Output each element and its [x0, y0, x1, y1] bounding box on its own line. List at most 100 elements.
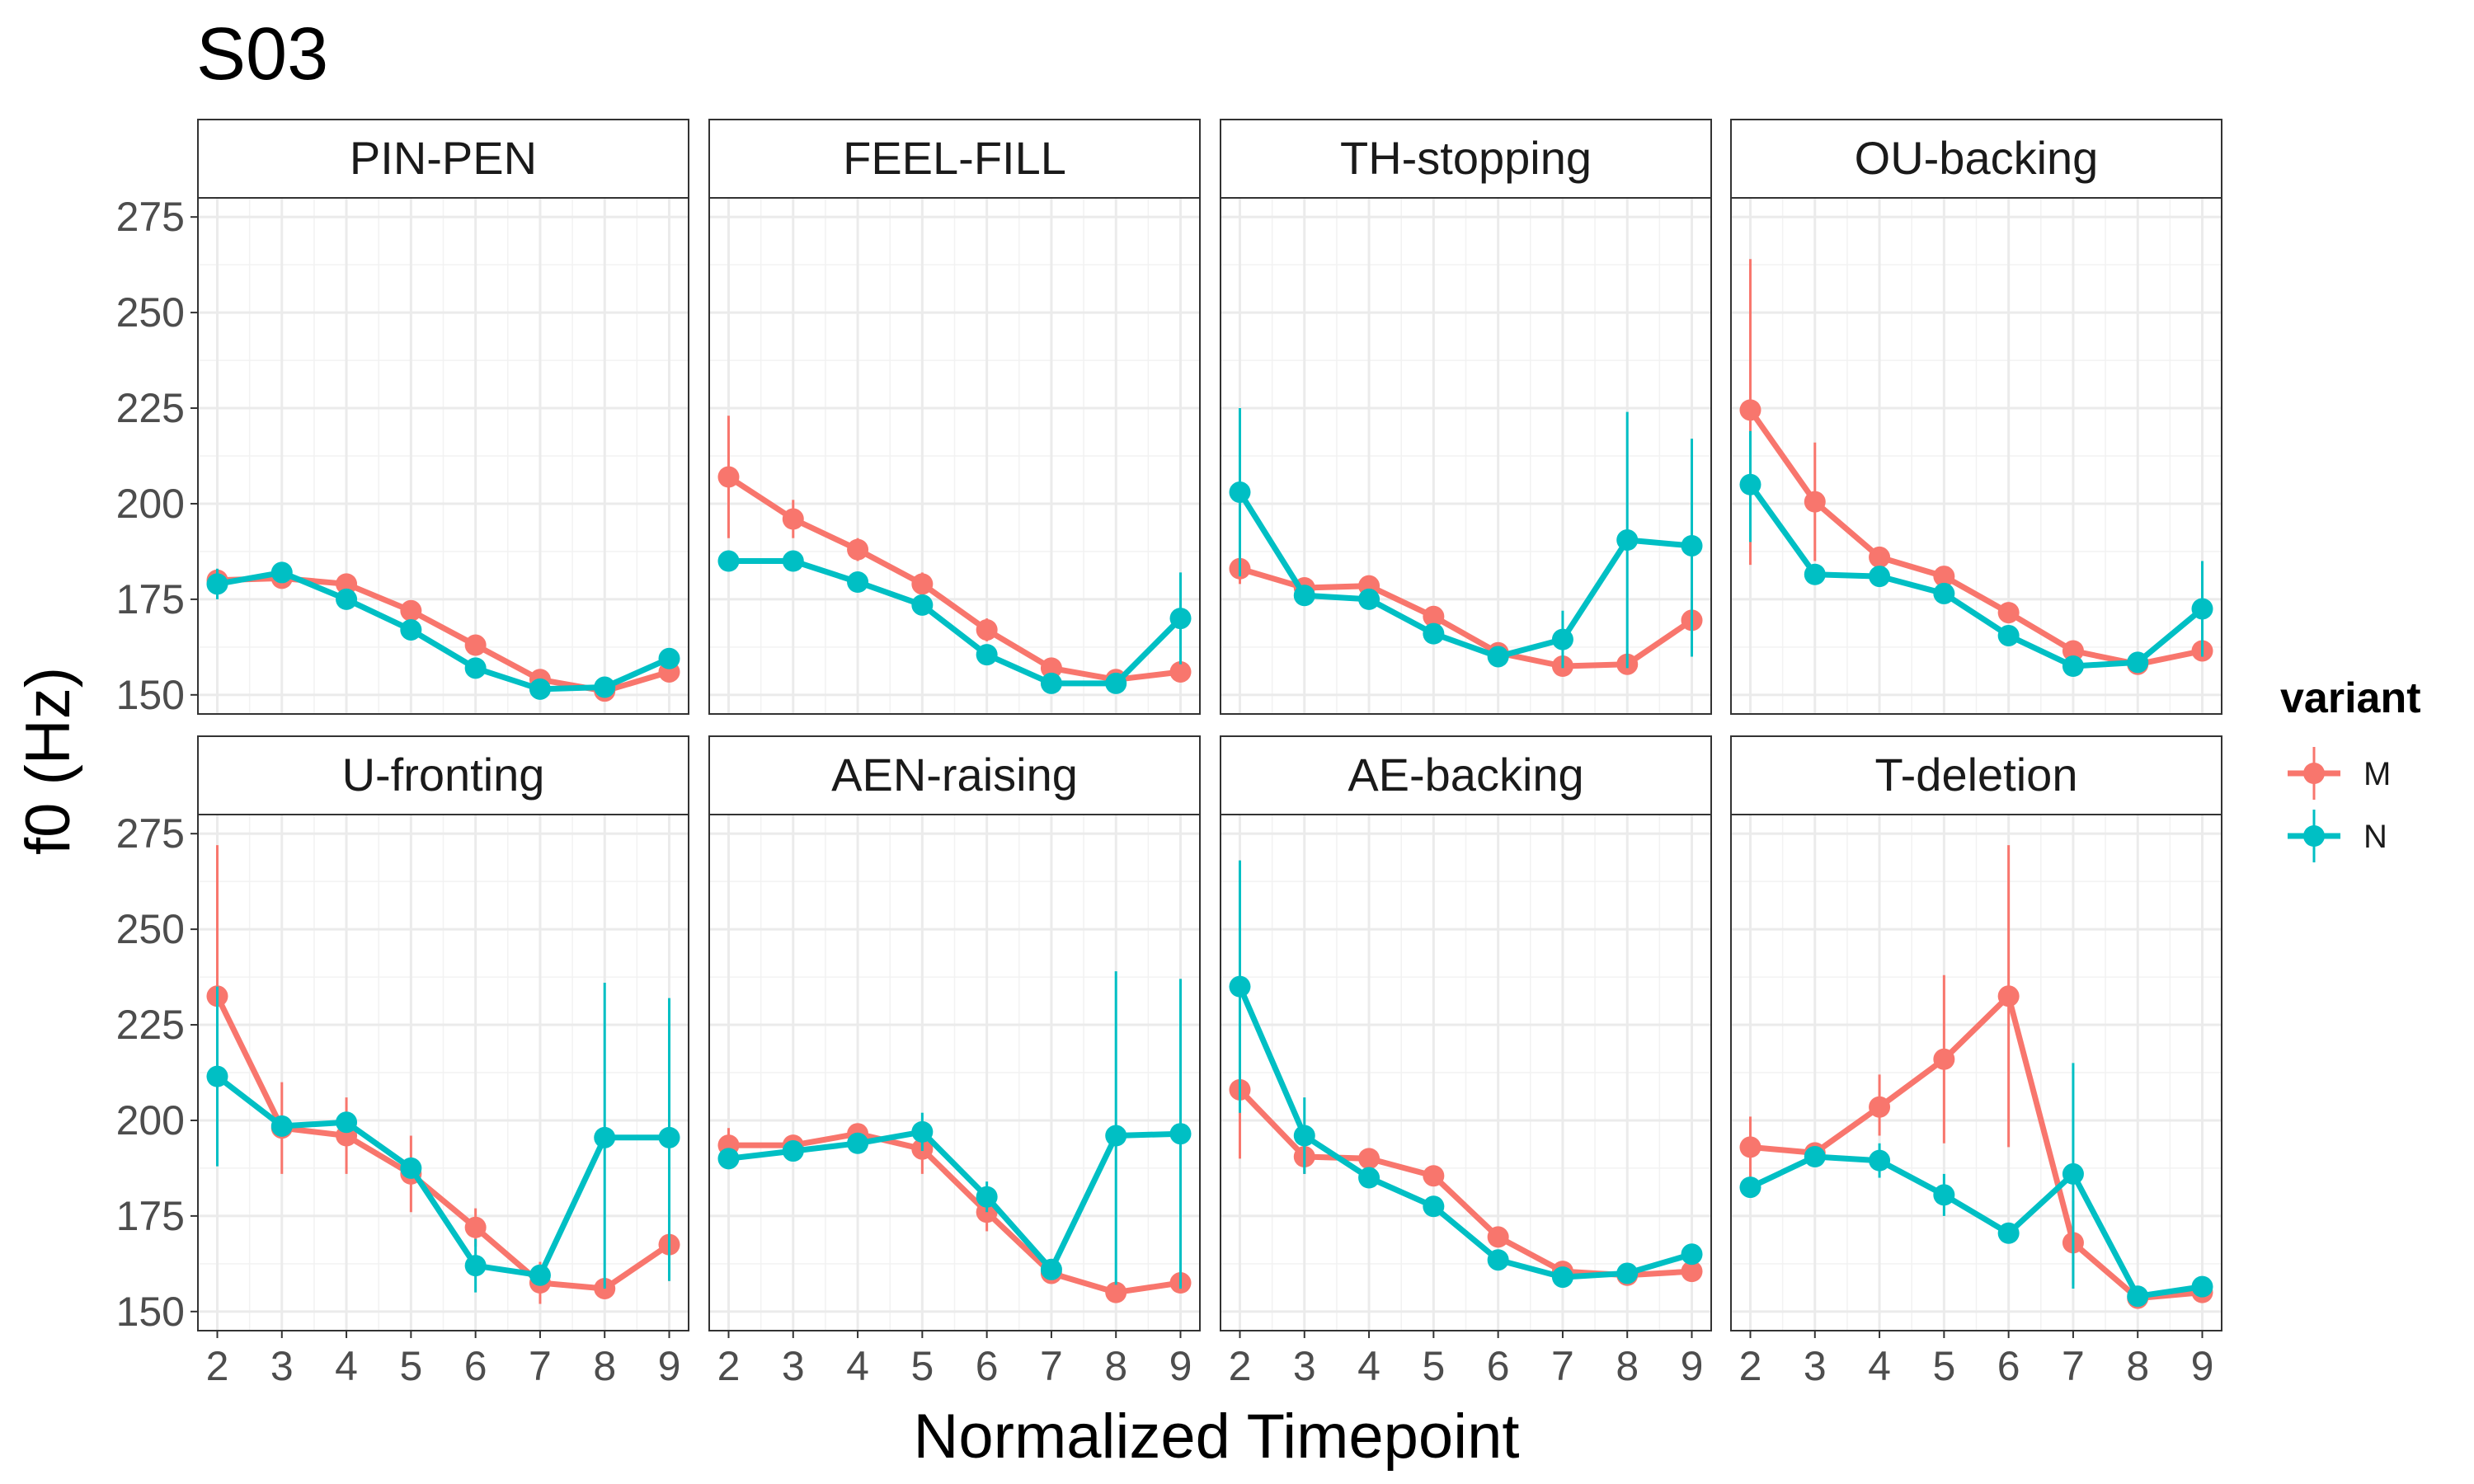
data-point [206, 1065, 228, 1087]
x-tick-label: 8 [1616, 1343, 1639, 1389]
data-point [594, 676, 616, 698]
data-point [976, 644, 998, 666]
x-tick-label: 3 [1293, 1343, 1316, 1389]
series-line [1237, 984, 1695, 1280]
data-point [782, 1140, 804, 1162]
x-tick-label: 9 [658, 1343, 681, 1389]
data-point [1358, 588, 1380, 610]
y-tick-label: 150 [116, 672, 185, 718]
data-point [1040, 672, 1062, 694]
x-tick-label: 4 [335, 1343, 358, 1389]
data-point [1229, 975, 1251, 998]
x-tick-label: 6 [976, 1343, 999, 1389]
data-point [717, 550, 740, 572]
x-tick-label: 7 [1551, 1343, 1574, 1389]
data-point [1616, 529, 1639, 552]
facet-panel: OU-backing [1730, 119, 2222, 715]
x-tick-label: 2 [717, 1343, 741, 1389]
x-tick-label: 5 [1932, 1343, 1955, 1389]
panel-border [1220, 814, 1712, 1331]
series-N [717, 550, 1192, 694]
data-point [911, 573, 934, 595]
y-tick-label: 250 [116, 289, 185, 336]
data-point [2191, 598, 2213, 620]
x-tick-label: 6 [464, 1343, 487, 1389]
data-point [1933, 582, 1955, 604]
x-tick-label: 3 [782, 1343, 805, 1389]
data-point [1105, 1125, 1127, 1147]
panel-border [1220, 197, 1712, 715]
y-tick-label: 275 [116, 194, 185, 240]
data-point [1487, 1226, 1509, 1248]
data-point [1358, 1167, 1380, 1189]
panel-border [197, 197, 689, 715]
facet-panel: U-fronting 150 175 200 225 250 275 2 3 4 5 6 7 8 9 [116, 735, 689, 1389]
data-point [976, 1186, 998, 1208]
y-tick-label: 250 [116, 906, 185, 952]
data-point [782, 508, 804, 530]
x-tick-label: 9 [2191, 1343, 2214, 1389]
data-point [464, 657, 487, 679]
series-N [1739, 1063, 2213, 1308]
facet-strip [197, 735, 689, 815]
series-line [1747, 1153, 2205, 1299]
facet-strip [708, 119, 1201, 199]
data-point [1616, 1262, 1639, 1284]
data-point [1229, 481, 1251, 504]
data-point [1804, 563, 1826, 585]
data-point [1423, 605, 1445, 627]
data-point [1681, 1243, 1703, 1266]
series-line [726, 1129, 1183, 1273]
x-tick-label: 2 [1229, 1343, 1252, 1389]
x-tick-label: 2 [206, 1343, 229, 1389]
x-tick-label: 8 [2126, 1343, 2149, 1389]
data-point [976, 618, 998, 641]
data-point [1105, 1281, 1127, 1303]
series-line [214, 1073, 672, 1279]
x-tick-label: 4 [846, 1343, 869, 1389]
legend: variant MN [2280, 674, 2421, 862]
y-tick-label: 175 [116, 1193, 185, 1239]
panel-border [1730, 197, 2222, 715]
data-point [464, 1216, 487, 1238]
data-point [1739, 473, 1761, 495]
data-point [847, 1132, 869, 1154]
legend-key-point [2303, 763, 2325, 784]
data-point [336, 1111, 358, 1134]
data-point [1869, 546, 1891, 568]
data-point [1169, 1123, 1192, 1145]
facet-label: AE-backing [1348, 749, 1583, 801]
facet-label: U-fronting [342, 749, 545, 801]
facet-label: TH-stopping [1340, 132, 1592, 184]
data-point [336, 588, 358, 610]
data-point [400, 618, 422, 641]
data-point [1423, 1195, 1445, 1218]
y-tick-label: 175 [116, 576, 185, 622]
facet-panel: AEN-raising 2 3 4 5 6 7 8 9 [708, 735, 1201, 1389]
data-point [1739, 1136, 1761, 1158]
legend-items: MN [2288, 747, 2391, 862]
x-tick-label: 6 [1487, 1343, 1510, 1389]
series-N [1739, 430, 2213, 678]
data-point [1739, 399, 1761, 421]
facet-strip [1730, 119, 2222, 199]
legend-item: M [2288, 747, 2391, 800]
data-point [1169, 608, 1192, 630]
x-tick-label: 5 [399, 1343, 422, 1389]
data-point [1997, 1222, 2020, 1244]
data-point [1869, 1096, 1891, 1118]
series-line [726, 558, 1183, 687]
data-point [1293, 585, 1315, 607]
data-point [847, 571, 869, 594]
facet-panel: FEEL-FILL [708, 119, 1201, 715]
data-point [2127, 651, 2149, 674]
data-point [1997, 985, 2020, 1007]
series-line [1747, 993, 2205, 1302]
data-point [1869, 1149, 1891, 1172]
data-point [1997, 624, 2020, 646]
facet-panel: PIN-PEN 150 175 200 225 250 275 [116, 119, 689, 718]
data-point [270, 561, 293, 584]
data-point [1739, 1176, 1761, 1199]
data-point [464, 1255, 487, 1277]
